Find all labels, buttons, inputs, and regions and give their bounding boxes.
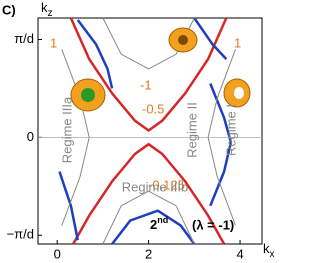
contour-line	[76, 19, 114, 89]
contour-line	[58, 171, 80, 241]
region-label: Regime II	[184, 102, 199, 158]
region-label: Regime IIIb	[122, 179, 188, 194]
contour-label: -0.125	[148, 177, 185, 192]
plot-frame	[37, 17, 263, 245]
contour-label: 1	[234, 35, 241, 50]
fermi-surface-icons	[70, 27, 251, 112]
order: 2	[150, 217, 157, 232]
y-label-sub: z	[48, 8, 53, 19]
region-label: Regime IIIa	[59, 96, 74, 163]
contour-line	[69, 17, 228, 132]
y-label: k	[41, 0, 48, 15]
y-tick-label: −π/d	[7, 227, 34, 242]
contour-line	[111, 209, 196, 245]
x-axis-label: kx	[263, 241, 275, 259]
y-tick-label: π/d	[14, 31, 34, 46]
y-tick-label: 0	[27, 129, 34, 144]
chart: C) kz kx 2nd (λ = -1) 0 2 4−π/d0π/d 1-1-0.5…	[2, 0, 275, 261]
y-axis-label: kz	[41, 0, 53, 18]
region-label: Regime I	[223, 104, 238, 156]
x-tick-label: 2	[145, 246, 152, 261]
order-label: 2nd	[150, 215, 168, 232]
contour-line	[72, 142, 226, 245]
contour-line	[193, 17, 228, 60]
contour-line	[102, 190, 195, 245]
x-tick-label: 4	[236, 246, 243, 261]
contour-label: -1	[140, 77, 152, 92]
panel-label: C)	[2, 2, 16, 17]
order-suffix: nd	[157, 215, 168, 225]
contour-label: 1	[50, 35, 57, 50]
x-label-sub: x	[270, 249, 275, 260]
x-tick-label: 0	[54, 246, 61, 261]
lambda-label: (λ = -1)	[192, 217, 234, 232]
contour-label: -0.5	[142, 101, 164, 116]
x-label: k	[263, 241, 270, 256]
